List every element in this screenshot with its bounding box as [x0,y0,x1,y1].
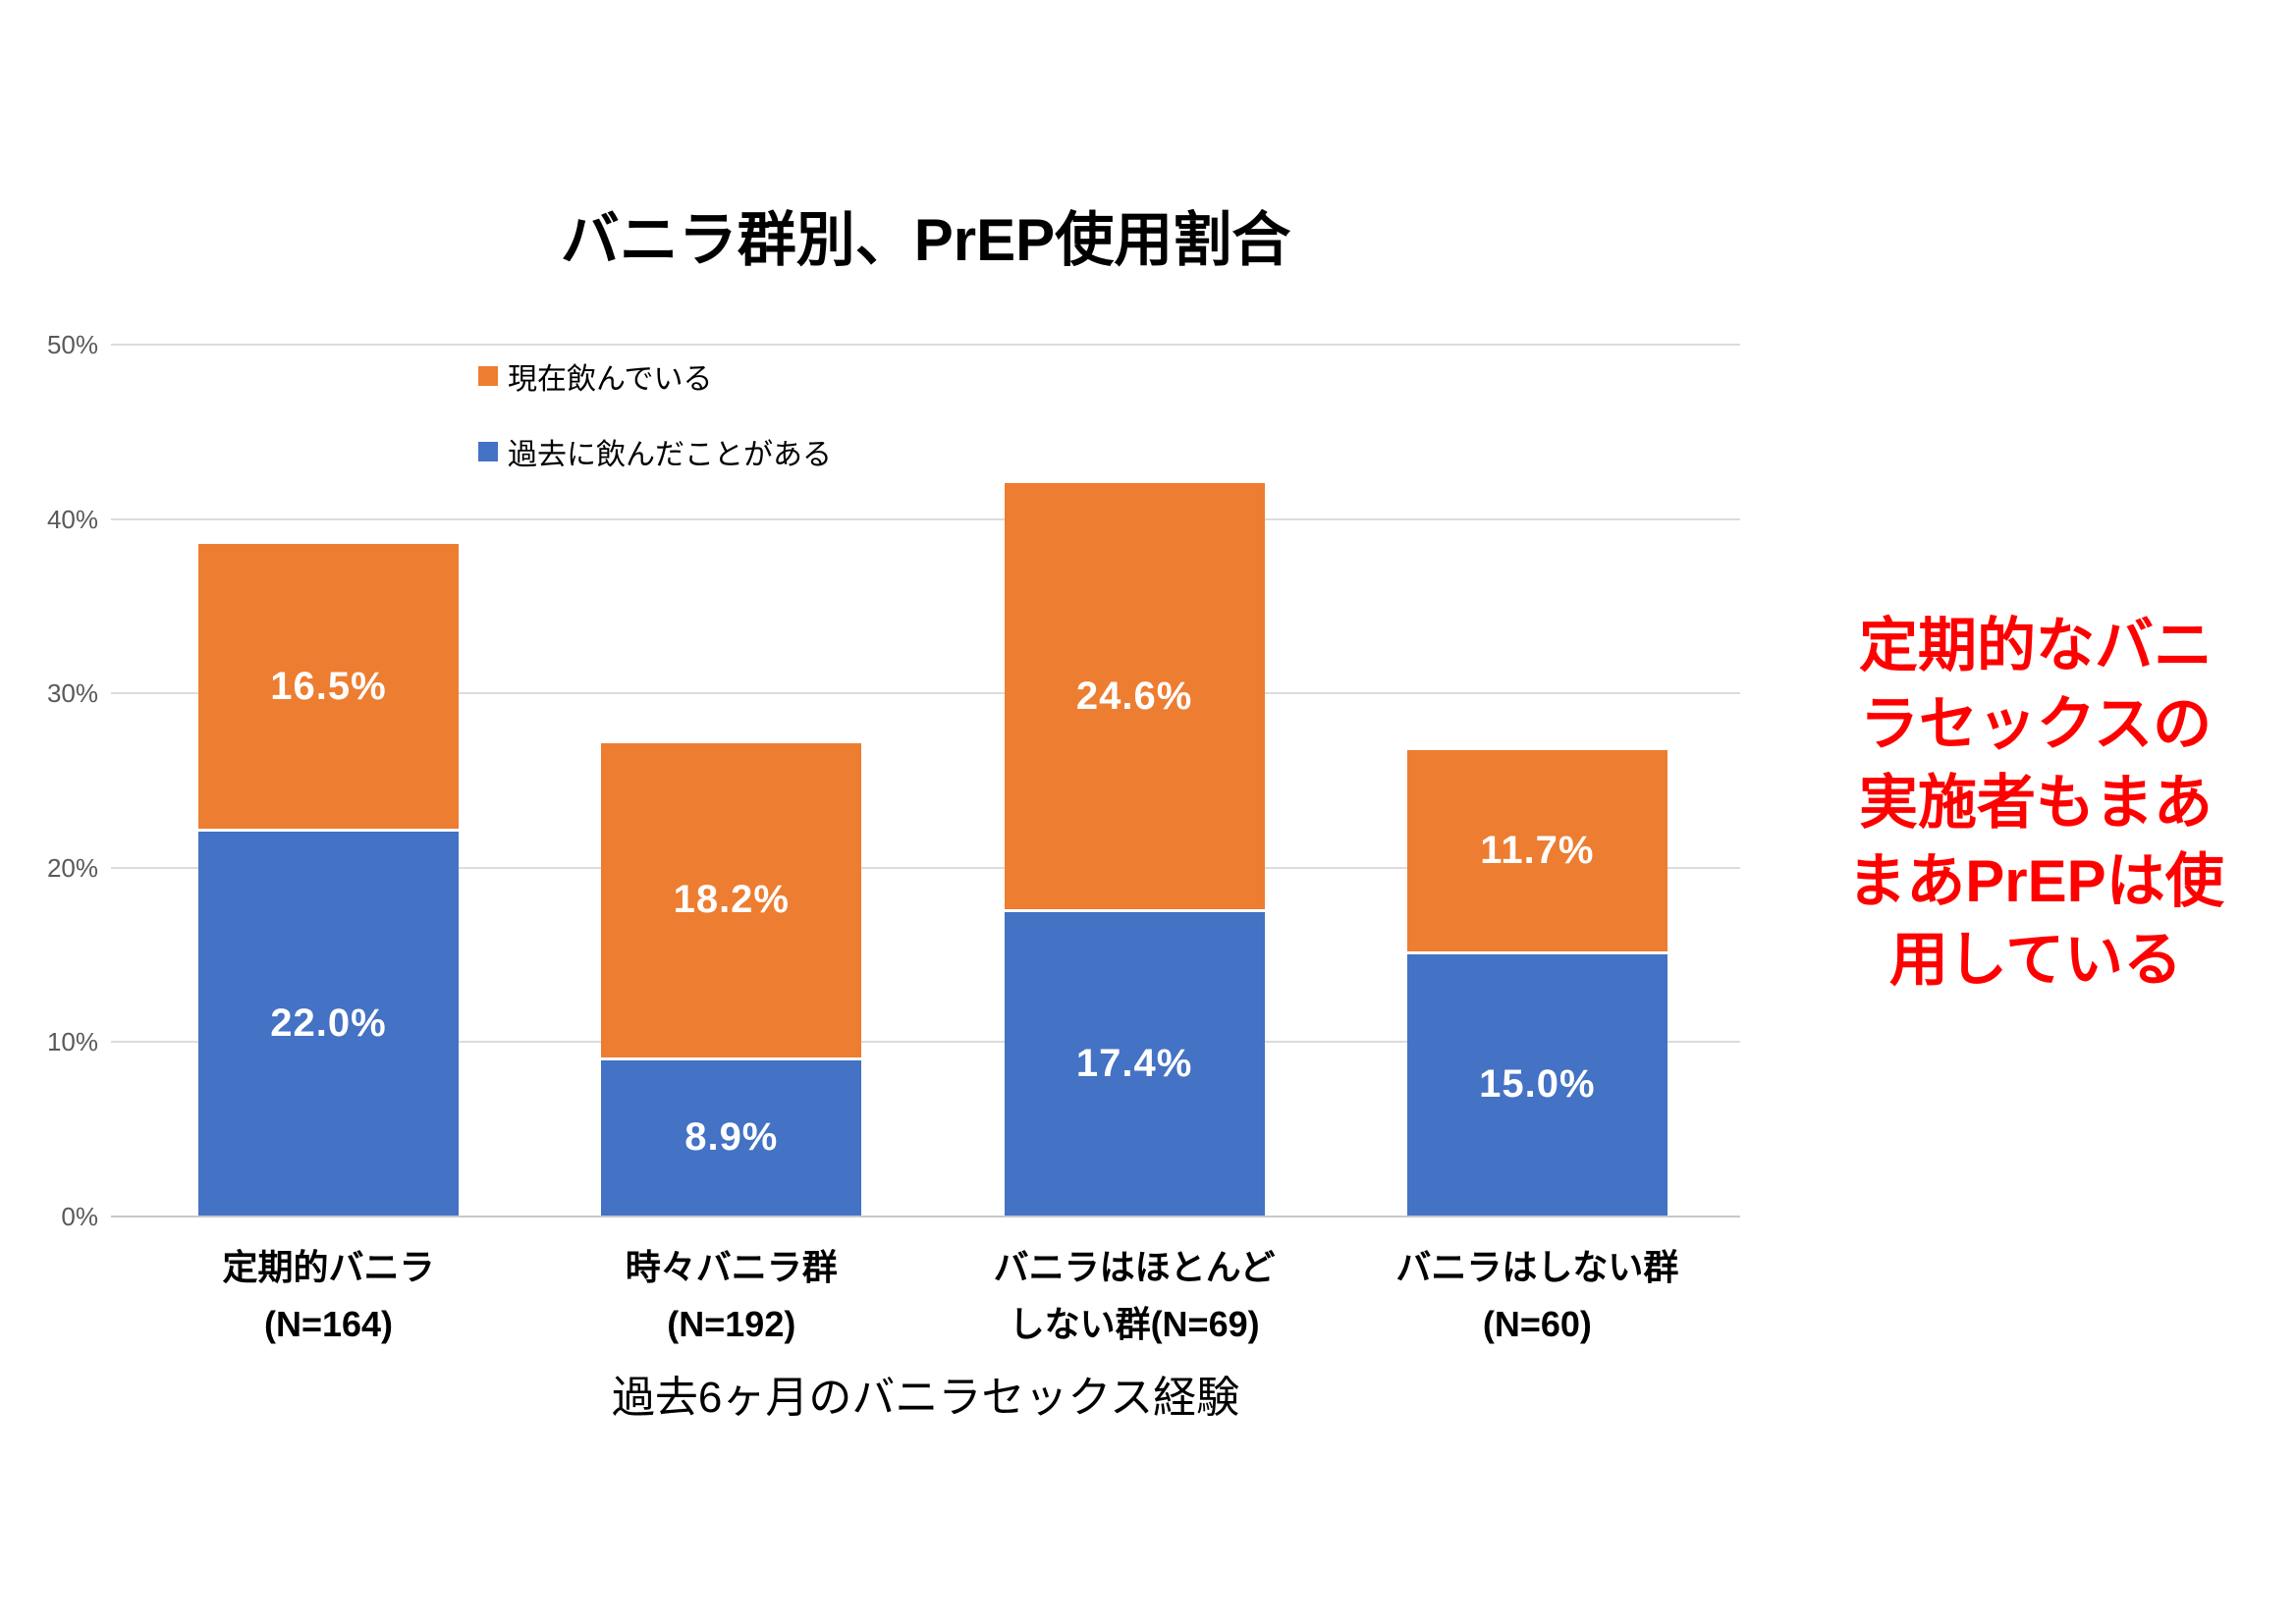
legend-item-past: 過去に飲んだことがある [478,432,832,471]
annotation: 定期的なバニ ラセックスの 実施者もまあ まあPrEPは使 用している [1780,607,2291,1000]
bar-segment-past: 15.0% [1406,953,1667,1216]
segment-label: 22.0% [270,1001,387,1046]
bar-segment-current: 16.5% [198,544,459,833]
gridline [111,517,1740,520]
category-label-line: バニラはしない群 [1395,1247,1679,1287]
y-tick-label: 0% [61,1202,98,1231]
category-label-line: 定期的バニラ [222,1247,435,1287]
segment-label: 18.2% [673,878,790,922]
legend-item-current: 現在飲んでいる [478,356,713,396]
legend-label-current: 現在飲んでいる [508,363,713,396]
gridline [111,866,1740,869]
category-label-line: バニラはほとんど [993,1247,1276,1287]
bar-segment-past: 17.4% [1004,911,1265,1216]
legend-label-past: 過去に飲んだことがある [508,439,832,471]
segment-label: 24.6% [1075,674,1193,718]
y-tick-label: 30% [46,678,98,709]
x-axis-title: 過去6ヶ月のバニラセックス経験 [611,1374,1240,1422]
annotation-line: 用している [1888,927,2183,993]
y-tick-label: 20% [46,852,98,883]
legend-swatch-past-icon [478,442,498,461]
annotation-line: 定期的なバニ [1859,613,2213,678]
gridline [111,692,1740,695]
category-label-line: 時々バニラ群 [625,1247,838,1287]
legend-swatch-current-icon [478,366,498,386]
bar-segment-past: 8.9% [601,1059,862,1216]
bar-segment-current: 24.6% [1004,483,1265,912]
category-label: バニラはしない群 (N=60) [1331,1239,1743,1353]
annotation-line: ラセックスの [1859,691,2213,757]
category-label-line: しない群(N=69) [1009,1304,1260,1344]
segment-label: 8.9% [684,1115,779,1160]
category-label-line: (N=164) [263,1304,394,1344]
bar-segment-past: 22.0% [198,832,459,1216]
chart-title: バニラ群別、PrEP使用割合 [560,207,1291,273]
annotation-line: まあPrEPは使 [1847,848,2224,914]
gridline [111,344,1740,346]
category-label-line: (N=60) [1482,1304,1592,1344]
gridline [111,1041,1740,1044]
category-label: 時々バニラ群 (N=192) [525,1239,938,1353]
category-label: 定期的バニラ (N=164) [123,1239,535,1353]
category-label: バニラはほとんど しない群(N=69) [928,1239,1340,1353]
segment-label: 16.5% [270,664,387,708]
category-label-line: (N=192) [667,1304,796,1344]
gridline [111,1216,1740,1217]
segment-label: 11.7% [1480,828,1595,872]
y-tick-label: 50% [46,330,98,359]
segment-label: 15.0% [1479,1062,1596,1107]
bar-segment-current: 11.7% [1406,749,1667,954]
annotation-line: 実施者もまあ [1859,770,2213,836]
segment-label: 17.4% [1075,1041,1193,1085]
y-tick-label: 10% [46,1027,98,1057]
y-tick-label: 40% [46,504,98,534]
bar-segment-current: 18.2% [601,742,862,1060]
